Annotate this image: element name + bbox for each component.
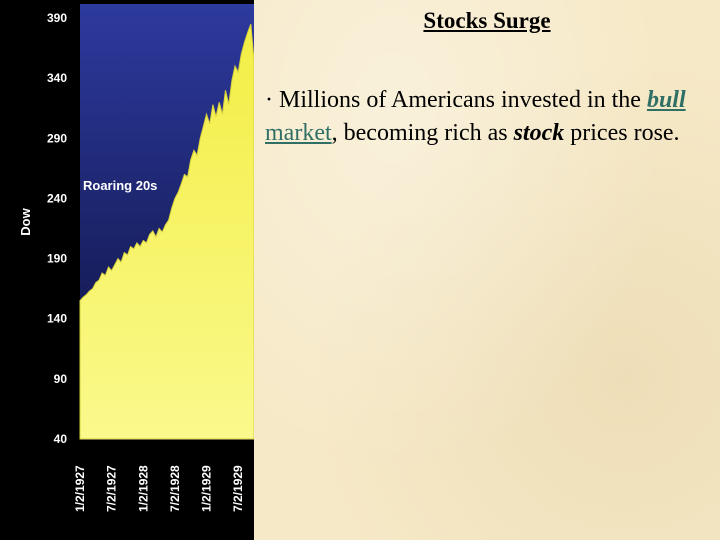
bullet-text-after: prices rose. (564, 120, 680, 146)
x-tick-label: 7/2/1927 (105, 465, 119, 512)
market-word: market (265, 120, 332, 146)
roaring-20s-annotation: Roaring 20s (83, 178, 157, 193)
x-tick-label: 1/2/1928 (136, 465, 150, 512)
dow-area-series (79, 23, 254, 440)
bull-word: bull (646, 87, 686, 113)
parchment-background (254, 0, 720, 540)
y-tick-label: 90 (54, 372, 68, 386)
y-tick-label: 390 (47, 11, 67, 25)
bullet-point: · Millions of Americans invested in the … (265, 84, 715, 150)
y-tick-label: 40 (54, 432, 68, 446)
x-axis-ticks: 1/2/1927 7/2/1927 1/2/1928 7/2/1928 1/2/1929… (73, 465, 245, 512)
slide-title: Stocks Surge (423, 8, 551, 33)
bullet-marker: · (265, 87, 273, 113)
y-axis-title: Dow (18, 207, 33, 235)
y-tick-label: 340 (47, 71, 67, 85)
bull-market-link[interactable]: bull market (265, 87, 686, 146)
y-tick-label: 290 (47, 131, 67, 145)
stock-emphasis: stock (513, 120, 565, 146)
bullet-text-middle: , becoming rich as (331, 120, 514, 146)
y-tick-label: 190 (47, 252, 67, 266)
x-tick-label: 1/2/1929 (200, 465, 214, 512)
x-tick-label: 1/2/1927 (73, 465, 87, 512)
bullet-text-before: Millions of Americans invested in the (273, 87, 647, 113)
y-tick-label: 140 (47, 312, 67, 326)
y-axis-ticks: 390 340 290 240 190 140 90 40 (47, 11, 67, 446)
x-tick-label: 7/2/1929 (231, 465, 245, 512)
y-tick-label: 240 (47, 191, 67, 205)
dow-chart-panel: 390 340 290 240 190 140 90 40 1/2/1927 7/2/1927 1… (0, 0, 254, 540)
x-tick-label: 7/2/1928 (168, 465, 182, 512)
